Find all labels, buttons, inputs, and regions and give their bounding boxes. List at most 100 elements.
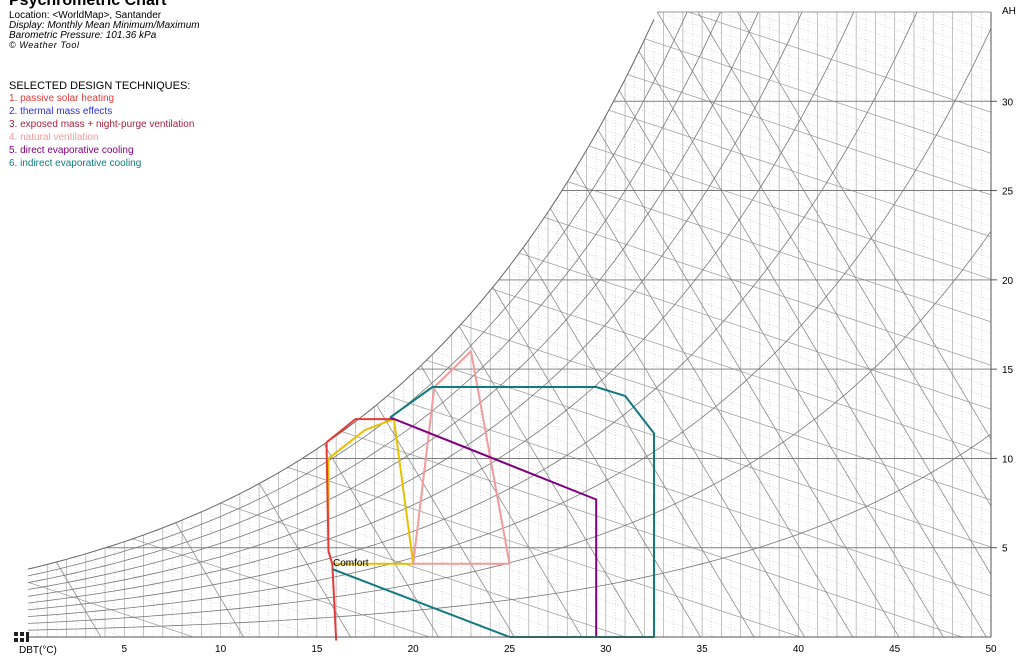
grid-line-wetbulb [323, 443, 439, 637]
grid-line-enthalpy [640, 47, 991, 637]
rh-curve [28, 12, 732, 584]
grid-line-enthalpy [444, 342, 991, 637]
grid-line-wetbulb [618, 90, 944, 637]
grid-line-enthalpy [329, 440, 923, 637]
grid-line-enthalpy [669, 12, 991, 637]
rh-curve [28, 28, 991, 617]
grid-line-enthalpy [201, 511, 579, 637]
grid-line-enthalpy [544, 217, 991, 637]
grid-line-enthalpy-major [644, 38, 991, 637]
grid-line-enthalpy [468, 315, 991, 637]
grid-line-enthalpy [572, 172, 991, 637]
grid-line-wetbulb [674, 12, 991, 637]
grid-line-enthalpy [525, 243, 991, 637]
grid-line-wetbulb [597, 129, 900, 637]
x-axis-marker-icon [14, 632, 29, 642]
y-tick-label: 30 [1002, 97, 1014, 108]
grid-line-enthalpy [665, 12, 991, 637]
grid-line-enthalpy [728, 12, 991, 637]
y-axis-label: AH [1002, 6, 1016, 17]
grid-line-enthalpy-major [132, 538, 430, 637]
zone-5-direct-evaporative-cooling [389, 416, 598, 637]
grid-line-enthalpy [272, 476, 758, 637]
grid-line-wetbulb [376, 404, 515, 637]
grid-line-enthalpy [556, 199, 991, 637]
location-text: Location: <WorldMap>, Santander [9, 10, 162, 21]
grid-line-enthalpy [505, 270, 991, 637]
y-tick-label: 15 [1002, 365, 1014, 376]
technique-item: 5. direct evaporative cooling [9, 145, 134, 156]
grid-line-enthalpy-major [491, 288, 991, 637]
x-tick-label: 30 [600, 644, 612, 655]
grid-line-enthalpy [512, 261, 991, 637]
tick-labels: 5 10 15 20 25 30 35 40 45 50 5 10 15 20 25 30 [122, 97, 1014, 655]
copyright-text: © Weather Tool [9, 40, 80, 50]
grid-line-enthalpy-major [544, 217, 991, 637]
grid-line-wetbulb [175, 522, 244, 637]
grid-line-enthalpy [397, 386, 991, 637]
x-tick-label: 10 [215, 644, 227, 655]
grid-line-enthalpy-major [28, 574, 194, 637]
x-tick-label: 25 [504, 644, 516, 655]
grid-line-enthalpy-major [567, 181, 991, 637]
grid-line-enthalpy [531, 234, 991, 637]
grid-line-enthalpy-major [426, 359, 991, 637]
grid-line-wetbulb [420, 365, 583, 637]
grid-line-enthalpy-major [588, 145, 991, 637]
technique-item: 6. indirect evaporative cooling [9, 158, 142, 169]
grid-line-enthalpy [452, 333, 991, 637]
technique-item: 1. passive solar heating [9, 93, 115, 104]
chart-title: Psychrometric Chart [9, 0, 167, 9]
grid-line-enthalpy-major [341, 431, 963, 637]
grid-line-enthalpy [476, 306, 991, 637]
grid-line-wetbulb [56, 561, 102, 637]
grid-line-enthalpy [387, 395, 991, 637]
grid-line-enthalpy [407, 377, 991, 637]
barometric-pressure-text: Barometric Pressure: 101.36 kPa [9, 30, 157, 41]
grid-line-enthalpy [376, 404, 991, 637]
grid-line-enthalpy [722, 12, 991, 637]
grid-line-enthalpy [365, 413, 991, 637]
grid-line-enthalpy-major [519, 252, 991, 637]
x-tick-label: 20 [408, 644, 420, 655]
grid-line-enthalpy [718, 12, 991, 637]
rh-curve [28, 12, 867, 604]
x-tick-label: 35 [697, 644, 709, 655]
grid-line-wetbulb [638, 51, 987, 637]
x-tick-label: 50 [985, 644, 997, 655]
grid-line-enthalpy [618, 92, 991, 637]
grid-line-enthalpy [417, 368, 991, 637]
y-tick-label: 25 [1002, 187, 1014, 198]
grid-line-enthalpy-major [661, 12, 991, 637]
chart-header: Psychrometric Chart Location: <WorldMap>… [9, 0, 200, 51]
grid-line-enthalpy [578, 163, 991, 637]
grid-line-enthalpy-major [220, 502, 626, 637]
grid-line-enthalpy [684, 12, 991, 637]
grid-line-enthalpy [672, 12, 991, 637]
technique-item: 3. exposed mass + night-purge ventilatio… [9, 119, 195, 130]
grid-line-wetbulb [574, 168, 854, 637]
technique-item: 4. natural ventilation [9, 132, 99, 143]
rh-curve [28, 433, 991, 631]
grid-line-enthalpy [426, 359, 991, 637]
technique-item: 2. thermal mass effects [9, 106, 113, 117]
grid-line-enthalpy-major [627, 74, 991, 637]
grid-line-wetbulb [656, 12, 991, 637]
y-tick-label: 20 [1002, 276, 1014, 287]
grid-line-enthalpy-major [460, 324, 991, 637]
rh-curve [28, 12, 703, 577]
grid-line-enthalpy-major [608, 109, 991, 637]
grid-line-enthalpy [644, 38, 991, 637]
grid-line-wetbulb [522, 247, 755, 637]
zone-comfort [327, 418, 415, 565]
grid-line-enthalpy [648, 29, 991, 637]
grid-line-enthalpy [498, 279, 991, 637]
saturation-curve [27, 19, 655, 570]
chart-axes: AH DBT(°C) [14, 6, 1016, 656]
rh-curve [28, 12, 924, 611]
grid-line-enthalpy [315, 449, 883, 637]
grid-line-enthalpy [75, 556, 319, 637]
display-mode-text: Display: Monthly Mean Minimum/Maximum [9, 20, 200, 31]
zone-1-passive-solar-heating [325, 418, 394, 641]
